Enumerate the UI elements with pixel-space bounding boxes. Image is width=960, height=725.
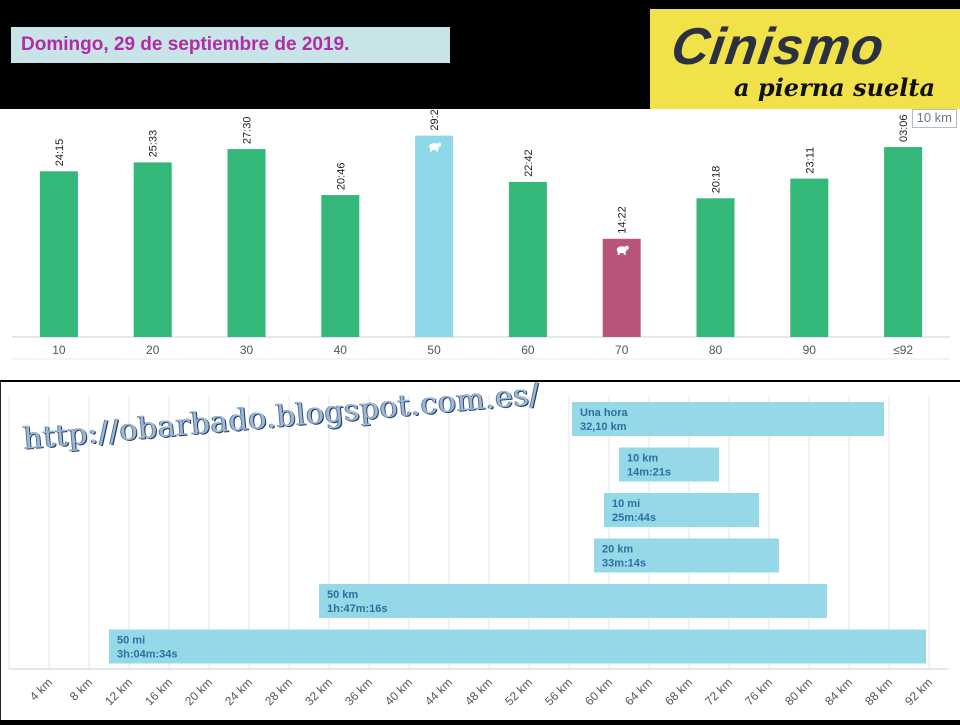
record-value: 1h:47m:16s	[327, 603, 388, 615]
record-bar-una-hora	[572, 402, 884, 436]
record-name: 10 mi	[612, 498, 640, 510]
split-bar-80	[696, 198, 735, 337]
split-time-label: 20:46	[335, 163, 347, 191]
split-bar-10	[39, 171, 78, 337]
split-times-bar-chart: 24:15 10 25:33 20 27:30 30 20:46 40 29:28 50 22:42…	[12, 103, 950, 360]
km-tick-label: 76 km	[742, 675, 775, 708]
logo-title: Cinismo	[667, 18, 889, 76]
icon-body	[429, 143, 440, 151]
record-bar-50-km	[319, 584, 827, 618]
km-tick-label: 80 km	[782, 675, 815, 708]
split-time-label: 14:22	[617, 206, 629, 234]
split-km-tick: 20	[146, 343, 160, 357]
record-bar-50-mi	[109, 629, 926, 664]
record-name: 20 km	[602, 544, 633, 556]
km-tick-label: 20 km	[182, 675, 215, 708]
icon-head	[624, 245, 629, 250]
split-time-label: 29:28	[429, 109, 441, 131]
km-tick-label: 44 km	[422, 675, 455, 708]
km-tick-label: 84 km	[822, 675, 855, 708]
record-bar-10-mi	[604, 493, 759, 527]
icon-leg	[436, 148, 439, 152]
split-km-tick: 90	[803, 343, 817, 357]
km-tick-label: 60 km	[582, 675, 615, 708]
date-banner: Domingo, 29 de septiembre de 2019.	[11, 27, 450, 63]
record-value: 33m:14s	[602, 558, 646, 570]
split-km-tick: 40	[334, 343, 348, 357]
distance-tag[interactable]: 10 km	[911, 109, 957, 128]
split-bar-90	[790, 178, 829, 337]
km-tick-label: 72 km	[702, 675, 735, 708]
km-tick-label: 64 km	[622, 675, 655, 708]
record-value: 32,10 km	[580, 421, 627, 433]
icon-leg	[430, 148, 433, 152]
split-bar-30	[227, 149, 266, 337]
split-bar-50	[415, 135, 454, 337]
cinismo-logo: Cinismo a pierna suelta	[650, 9, 960, 109]
split-km-tick: 30	[240, 343, 254, 357]
best-efforts-range-chart: 4 km 8 km 12 km 16 km 20 km 24 km 28 km 32 km 36…	[8, 396, 949, 708]
icon-head	[437, 142, 442, 147]
split-time-label: 20:18	[711, 166, 723, 194]
record-name: Una hora	[580, 407, 629, 419]
records-chart-panel: 4 km 8 km 12 km 16 km 20 km 24 km 28 km 32 km 36…	[0, 382, 960, 720]
split-km-tick: 70	[615, 343, 629, 357]
km-tick-label: 88 km	[862, 675, 895, 708]
record-bar-10-km	[619, 447, 719, 482]
km-tick-label: 28 km	[262, 675, 295, 708]
split-km-tick: 80	[709, 343, 723, 357]
km-tick-label: 36 km	[342, 675, 375, 708]
icon-body	[616, 246, 627, 254]
km-tick-label: 48 km	[462, 675, 495, 708]
km-tick-label: 92 km	[902, 675, 935, 708]
split-bar-≤92	[884, 147, 923, 337]
km-tick-label: 56 km	[542, 675, 575, 708]
split-bar-70	[602, 238, 641, 337]
record-name: 50 mi	[117, 635, 145, 647]
split-time-label: 24:15	[54, 139, 66, 167]
split-bar-60	[508, 181, 547, 337]
km-tick-label: 4 km	[27, 675, 55, 703]
km-tick-label: 8 km	[67, 675, 95, 703]
icon-leg	[623, 251, 626, 255]
icon-leg	[617, 251, 620, 255]
split-bar-40	[321, 195, 360, 337]
record-value: 3h:04m:34s	[117, 649, 178, 661]
km-tick-label: 32 km	[302, 675, 335, 708]
km-tick-label: 12 km	[102, 675, 135, 708]
split-time-label: 27:30	[242, 117, 254, 145]
km-tick-label: 40 km	[382, 675, 415, 708]
km-tick-label: 24 km	[222, 675, 255, 708]
split-km-tick: 10	[52, 343, 66, 357]
slow-turtle-icon	[429, 142, 442, 152]
split-time-label: 25:33	[148, 130, 160, 158]
logo-subtitle: a pierna suelta	[734, 73, 936, 102]
record-value: 14m:21s	[627, 467, 671, 479]
record-bar-20-km	[594, 538, 779, 573]
split-times-chart-panel: 10 km 24:15 10 25:33 20 27:30 30 20:46 40 29:28 5…	[0, 103, 960, 382]
km-tick-label: 68 km	[662, 675, 695, 708]
split-km-tick: 50	[427, 343, 441, 357]
record-value: 25m:44s	[612, 512, 656, 524]
km-tick-label: 16 km	[142, 675, 175, 708]
record-name: 50 km	[327, 589, 358, 601]
split-km-tick: 60	[521, 343, 535, 357]
split-time-label: 22:42	[523, 149, 535, 177]
split-km-tick: ≤92	[893, 343, 913, 357]
fast-hare-icon	[616, 245, 629, 255]
km-tick-label: 52 km	[502, 675, 535, 708]
split-time-label: 23:11	[804, 147, 816, 174]
record-name: 10 km	[627, 453, 658, 465]
split-bar-20	[133, 162, 172, 337]
split-time-label: 03:06	[898, 115, 910, 143]
